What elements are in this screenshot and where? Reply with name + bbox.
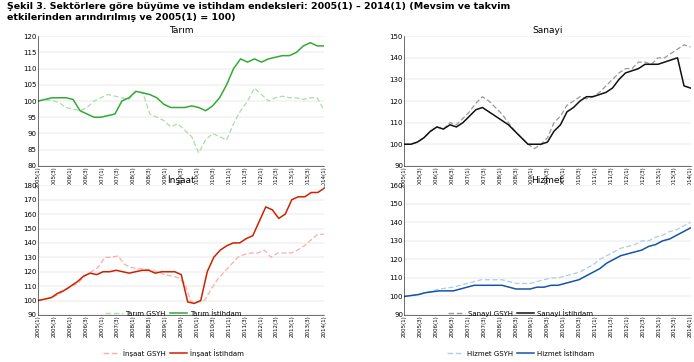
- Legend: Sanayi GSYH, Sanayi İstihdam: Sanayi GSYH, Sanayi İstihdam: [448, 309, 593, 317]
- Title: Sanayi: Sanayi: [532, 26, 563, 35]
- Title: Hizmet: Hizmet: [532, 176, 564, 185]
- Legend: Hizmet GSYH, Hizmet İstihdam: Hizmet GSYH, Hizmet İstihdam: [447, 350, 594, 357]
- Title: İnşaat: İnşaat: [167, 174, 195, 185]
- Legend: İnşaat GSYH, İnşaat İstihdam: İnşaat GSYH, İnşaat İstihdam: [103, 349, 244, 357]
- Text: Şekil 3. Sektörlere göre büyüme ve istihdam endeksleri: 2005(1) – 2014(1) (Mevsi: Şekil 3. Sektörlere göre büyüme ve istih…: [7, 2, 510, 11]
- Legend: Tarım GSYH, Tarım İstihdam: Tarım GSYH, Tarım İstihdam: [105, 310, 242, 317]
- Title: Tarım: Tarım: [169, 26, 194, 35]
- Text: etkilerinden arındırılmış ve 2005(1) = 100): etkilerinden arındırılmış ve 2005(1) = 1…: [7, 13, 235, 22]
